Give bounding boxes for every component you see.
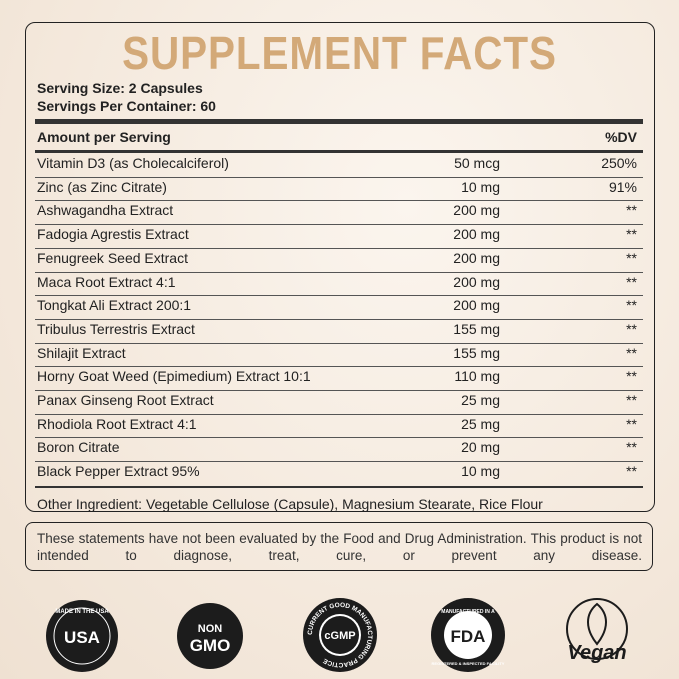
- nutrient-name: Vitamin D3 (as Cholecalciferol): [37, 155, 229, 171]
- nutrient-amount: 200 mg: [453, 273, 500, 290]
- nutrient-amount: 25 mg: [461, 392, 500, 408]
- nutrient-dv: **: [626, 439, 637, 456]
- nutrient-name: Ashwagandha Extract: [37, 202, 174, 219]
- row-rule: [35, 461, 643, 463]
- dv-header: %DV: [605, 129, 637, 145]
- amount-header: Amount per Serving: [37, 129, 171, 145]
- nutrient-dv: **: [626, 320, 637, 337]
- usa-top: MADE IN THE USA: [55, 609, 109, 615]
- nutrient-dv: **: [626, 226, 637, 243]
- row-rule: [35, 437, 643, 439]
- nutrient-dv: 91%: [608, 178, 637, 195]
- other-ingredients: Other Ingredient: Vegetable Cellulose (C…: [37, 496, 543, 512]
- nutrient-amount: 200 mg: [453, 249, 500, 266]
- row-rule: [35, 224, 643, 226]
- fda-bottom: REGISTERED & INSPECTED FACILITY: [432, 661, 505, 666]
- row-rule: [35, 295, 643, 297]
- servings-per-container: Servings Per Container: 60: [37, 98, 216, 114]
- disclaimer: These statements have not been evaluated…: [25, 522, 653, 571]
- rule: [35, 486, 643, 488]
- nutrient-dv: **: [626, 202, 637, 219]
- nutrient-name: Zinc (as Zinc Citrate): [37, 178, 167, 195]
- nutrient-name: Tribulus Terrestris Extract: [37, 320, 195, 337]
- cgmp-main: cGMP: [324, 630, 355, 642]
- usa-main: USA: [64, 628, 100, 647]
- cgmp-badge: CURRENT GOOD MANUFACTURING PRACTICE cGMP: [303, 598, 377, 672]
- nutrient-dv: **: [626, 368, 637, 385]
- gmo-top: NON: [198, 623, 223, 635]
- nutrient-amount: 10 mg: [461, 463, 500, 480]
- vegan-main: Vegan: [567, 642, 626, 664]
- row-rule: [35, 413, 643, 415]
- nutrient-dv: **: [626, 392, 637, 408]
- nutrient-name: Shilajit Extract: [37, 344, 126, 361]
- nutrient-name: Fadogia Agrestis Extract: [37, 226, 189, 243]
- nutrient-dv: **: [626, 344, 637, 361]
- fda-badge: MANUFACTURED IN A FDA REGISTERED & INSPE…: [431, 598, 505, 672]
- usa-badge: MADE IN THE USA USA: [46, 600, 118, 672]
- nutrient-name: Maca Root Extract 4:1: [37, 273, 176, 290]
- row-rule: [35, 176, 643, 178]
- nutrient-name: Boron Citrate: [37, 439, 120, 456]
- row-rule: [35, 366, 643, 368]
- nutrient-amount: 10 mg: [461, 178, 500, 195]
- nutrient-amount: 155 mg: [453, 344, 500, 361]
- fda-top: MANUFACTURED IN A: [441, 609, 495, 615]
- row-rule: [35, 247, 643, 249]
- nutrient-amount: 110 mg: [454, 368, 500, 385]
- nutrient-amount: 200 mg: [453, 202, 500, 219]
- row-rule: [35, 318, 643, 320]
- rule: [35, 119, 643, 124]
- nutrient-name: Fenugreek Seed Extract: [37, 249, 188, 266]
- nutrient-amount: 25 mg: [461, 415, 500, 432]
- facts-panel: [25, 22, 655, 512]
- nutrient-dv: **: [626, 273, 637, 290]
- nutrient-dv: 250%: [601, 155, 637, 171]
- nutrient-amount: 155 mg: [453, 320, 500, 337]
- nutrient-name: Horny Goat Weed (Epimedium) Extract 10:1: [37, 368, 311, 385]
- nutrient-amount: 20 mg: [461, 439, 500, 456]
- nutrient-dv: **: [626, 415, 637, 432]
- nutrient-amount: 50 mcg: [454, 155, 500, 171]
- nutrient-name: Panax Ginseng Root Extract: [37, 392, 214, 408]
- nutrient-name: Black Pepper Extract 95%: [37, 463, 200, 480]
- nutrient-dv: **: [626, 297, 637, 314]
- row-rule: [35, 342, 643, 344]
- gmo-badge: NON GMO: [177, 603, 243, 669]
- nutrient-dv: **: [626, 249, 637, 266]
- row-rule: [35, 271, 643, 273]
- nutrient-name: Tongkat Ali Extract 200:1: [37, 297, 192, 314]
- nutrient-amount: 200 mg: [453, 297, 500, 314]
- fda-main: FDA: [451, 627, 486, 646]
- row-rule: [35, 390, 643, 391]
- badges: MADE IN THE USA USA NON GMO CURRENT GOOD…: [46, 598, 628, 672]
- nutrient-dv: **: [626, 463, 637, 480]
- nutrient-name: Rhodiola Root Extract 4:1: [37, 415, 197, 432]
- rule: [35, 150, 643, 153]
- vegan-badge: Vegan: [566, 598, 628, 664]
- serving-size: Serving Size: 2 Capsules: [37, 80, 203, 96]
- gmo-main: GMO: [190, 636, 231, 655]
- title: SUPPLEMENT FACTS: [122, 27, 557, 79]
- nutrient-amount: 200 mg: [453, 226, 500, 243]
- row-rule: [35, 200, 643, 202]
